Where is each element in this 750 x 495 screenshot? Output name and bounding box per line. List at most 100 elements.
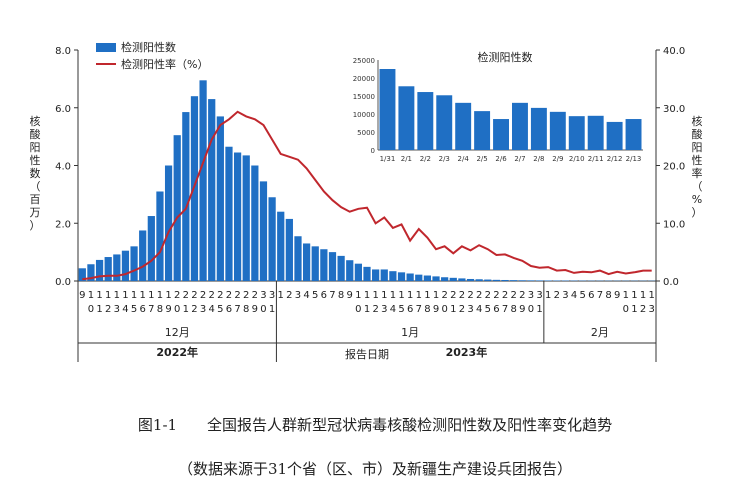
x-tick-label: 2: [200, 290, 206, 301]
inset-y-tick-label: 15000: [353, 93, 375, 101]
x-tick-label: 2: [459, 290, 465, 301]
legend-bar-label: 检测阳性数: [121, 40, 176, 54]
positive-count-bar: [380, 269, 388, 281]
positive-count-bar: [164, 165, 173, 281]
positive-count-bar: [458, 278, 466, 281]
month-label: 1月: [401, 326, 419, 339]
x-tick-label: 7: [234, 304, 240, 315]
figure-caption: 图1-1 全国报告人群新型冠状病毒核酸检测阳性数及阳性率变化趋势: [137, 416, 613, 434]
inset-y-tick-label: 0: [371, 147, 375, 155]
x-tick-label: 2: [243, 290, 249, 301]
covid-positivity-chart: 0.02.04.06.08.00.010.020.030.040.0核酸阳性数（…: [30, 40, 703, 362]
inset-x-tick-label: 1/31: [380, 155, 396, 163]
left-axis-title: 数: [30, 167, 41, 180]
x-tick-label: 8: [243, 304, 249, 315]
inset-bar: [587, 115, 604, 150]
x-tick-label: 0: [623, 304, 629, 315]
x-tick-label: 2: [441, 290, 447, 301]
x-tick-label: 3: [269, 290, 275, 301]
right-axis-title: 酸: [692, 127, 703, 141]
x-tick-label: 8: [605, 290, 611, 301]
positive-count-bar: [527, 280, 535, 281]
x-tick-label: 9: [79, 290, 85, 301]
x-tick-label: 3: [295, 290, 301, 301]
positive-count-bar: [242, 155, 250, 281]
x-tick-label: 1: [269, 304, 275, 315]
x-tick-label: 1: [105, 290, 111, 301]
x-tick-label: 6: [588, 290, 594, 301]
x-tick-label: 1: [381, 290, 387, 301]
left-tick-label: 6.0: [55, 104, 71, 115]
left-axis-title: 万: [30, 206, 41, 219]
right-axis-title: 性: [692, 153, 703, 167]
x-tick-label: 2: [493, 290, 499, 301]
inset-x-tick-label: 2/9: [552, 155, 563, 163]
x-tick-label: 0: [441, 304, 447, 315]
x-axis-title: 报告日期: [345, 347, 389, 361]
x-tick-label: 6: [493, 304, 499, 315]
inset-bar: [530, 107, 547, 150]
year-label: 2022年: [156, 345, 198, 359]
positive-count-bar: [251, 165, 259, 281]
x-tick-label: 5: [217, 304, 223, 315]
positive-count-bar: [208, 99, 216, 282]
x-tick-label: 2: [476, 290, 482, 301]
inset-y-tick-label: 25000: [353, 57, 375, 65]
x-tick-label: 4: [303, 290, 309, 301]
right-tick-label: 30.0: [663, 104, 685, 115]
positive-count-bar: [113, 254, 121, 281]
x-tick-label: 1: [390, 290, 396, 301]
right-axis-title: 阳: [692, 141, 703, 154]
x-tick-label: 2: [519, 290, 525, 301]
inset-bar: [493, 119, 509, 150]
left-axis-title: 百: [30, 193, 41, 206]
x-tick-label: 1: [148, 290, 154, 301]
inset-x-tick-label: 2/12: [607, 155, 623, 163]
x-tick-label: 6: [407, 304, 413, 315]
x-tick-label: 2: [209, 290, 215, 301]
x-tick-label: 1: [140, 290, 146, 301]
positive-count-bar: [95, 259, 104, 281]
x-tick-label: 0: [355, 304, 361, 315]
inset-x-tick-label: 2/4: [458, 155, 470, 163]
inset-bar: [549, 111, 566, 150]
x-tick-label: 1: [648, 290, 654, 301]
x-tick-label: 1: [372, 290, 378, 301]
positive-count-bar: [346, 260, 354, 281]
inset-bar: [474, 111, 491, 150]
x-tick-label: 2: [234, 290, 240, 301]
positive-count-bar: [285, 218, 293, 281]
x-tick-label: 1: [131, 290, 137, 301]
inset-y-tick-label: 5000: [357, 129, 375, 137]
inset-x-tick-label: 2/6: [495, 155, 507, 163]
positive-count-bar: [484, 279, 492, 281]
positive-count-bar: [277, 211, 285, 281]
positive-count-bar: [139, 230, 147, 281]
x-tick-label: 5: [312, 290, 318, 301]
x-tick-label: 1: [424, 290, 430, 301]
x-tick-label: 3: [467, 304, 473, 315]
x-tick-label: 0: [528, 304, 534, 315]
left-axis-title: 性: [30, 153, 41, 167]
x-tick-label: 4: [122, 304, 128, 315]
x-tick-label: 2: [467, 290, 473, 301]
positive-count-bar: [363, 266, 371, 281]
positive-count-bar: [372, 269, 380, 281]
right-axis-title: %: [692, 193, 702, 206]
x-tick-label: 7: [416, 304, 422, 315]
positive-count-bar: [87, 264, 95, 281]
inset-bar: [417, 92, 434, 150]
left-axis-title: 阳: [30, 141, 41, 154]
right-axis-title: 率: [692, 166, 703, 180]
x-tick-label: 1: [183, 304, 189, 315]
x-tick-label: 6: [226, 304, 232, 315]
inset-x-tick-label: 2/3: [439, 155, 450, 163]
month-label: 2月: [591, 326, 609, 339]
positive-count-bar: [389, 271, 397, 281]
positive-count-bar: [156, 191, 164, 281]
inset-bar: [398, 86, 415, 150]
x-tick-label: 4: [476, 304, 482, 315]
left-axis-title: 核: [30, 114, 41, 128]
x-tick-label: 1: [433, 290, 439, 301]
x-tick-label: 2: [459, 304, 465, 315]
